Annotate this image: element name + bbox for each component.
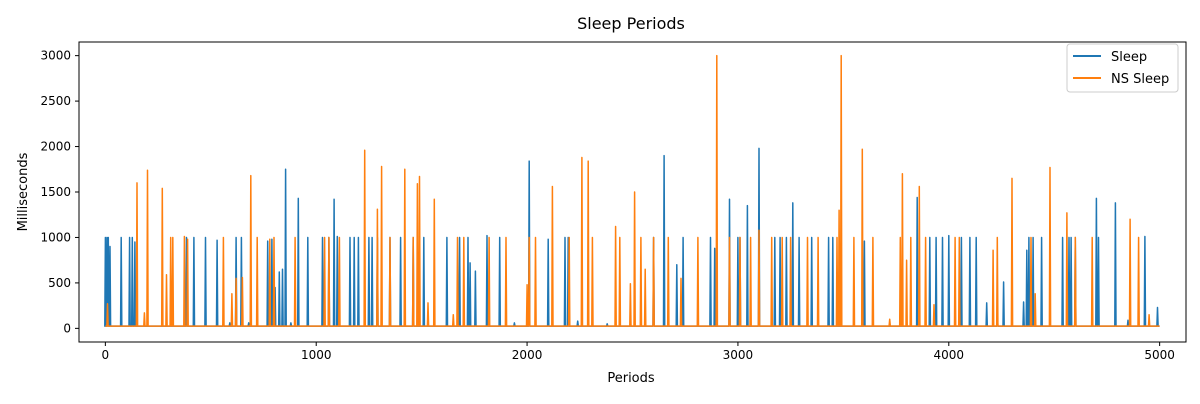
y-tick-label: 1500 [40, 185, 71, 199]
y-tick-label: 2500 [40, 94, 71, 108]
x-tick-label: 0 [102, 348, 110, 362]
x-tick-label: 2000 [512, 348, 543, 362]
legend: Sleep NS Sleep [1066, 43, 1179, 93]
y-axis-label: Milliseconds [16, 152, 31, 231]
plot-frame [78, 41, 1187, 343]
y-axis: 0 500 1000 1500 2000 2500 3000 [40, 49, 79, 335]
legend-label: NS Sleep [1111, 72, 1169, 87]
x-axis: 0 1000 2000 3000 4000 5000 [102, 342, 1175, 362]
x-tick-label: 1000 [301, 348, 332, 362]
series-layer [104, 54, 1160, 327]
chart-title: Sleep Periods [577, 14, 685, 33]
series-line-ns-sleep [105, 54, 1160, 327]
y-tick-label: 500 [48, 276, 71, 290]
y-tick-label: 3000 [40, 49, 71, 63]
y-tick-label: 2000 [40, 140, 71, 154]
legend-label: Sleep [1111, 50, 1147, 65]
x-tick-label: 5000 [1144, 348, 1175, 362]
y-tick-label: 1000 [40, 230, 71, 244]
series-line-sleep [104, 147, 1160, 327]
x-axis-label: Periods [607, 371, 655, 386]
x-tick-label: 3000 [723, 348, 754, 362]
x-tick-label: 4000 [934, 348, 965, 362]
y-tick-label: 0 [63, 321, 71, 335]
